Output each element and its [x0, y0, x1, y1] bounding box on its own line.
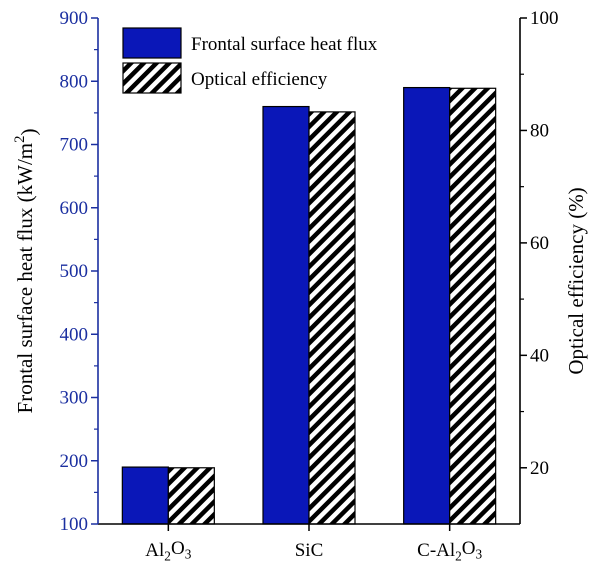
- y-left-tick-label: 100: [60, 514, 89, 535]
- bar-optical-efficiency: [308, 111, 356, 525]
- legend-swatch-heat-flux: [122, 27, 182, 59]
- y-right-tick-label: 60: [530, 233, 549, 254]
- y-left-axis-title: Frontal surface heat flux (kW/m2​): [12, 129, 41, 414]
- labels-layer: Al2​O3​ SiC C-Al2​O3​ 100 200 300 400 500 600 700…: [12, 8, 588, 564]
- legend: Frontal surface heat flux Optical efficie…: [122, 27, 378, 94]
- y-left-tick-label: 700: [60, 135, 89, 156]
- y-left-tick-label: 400: [60, 324, 89, 345]
- y-left-tick-label: 500: [60, 261, 89, 282]
- bar-heat-flux: [262, 105, 310, 525]
- y-right-tick-label: 40: [530, 345, 549, 366]
- y-right-tick-label: 80: [530, 120, 549, 141]
- bar-heat-flux: [403, 86, 451, 525]
- bar-optical-efficiency: [449, 87, 497, 525]
- y-right-axis-title: Optical efficiency (%): [564, 187, 588, 374]
- bars-layer: [121, 86, 497, 525]
- y-left-tick-label: 600: [60, 198, 89, 219]
- legend-swatch-optical-efficiency: [122, 62, 182, 94]
- y-right-tick-label: 100: [530, 8, 559, 29]
- x-tick-label: C-Al2​O3​: [417, 538, 482, 564]
- y-left-tick-label: 800: [60, 71, 89, 92]
- bar-optical-efficiency: [167, 467, 215, 525]
- x-tick-label: Al2​O3​: [145, 538, 191, 564]
- x-tick-label: SiC: [295, 540, 324, 561]
- y-left-tick-label: 900: [60, 8, 89, 29]
- y-left-tick-label: 300: [60, 388, 89, 409]
- axes-layer: [91, 17, 527, 531]
- legend-label-heat-flux: Frontal surface heat flux: [191, 34, 378, 55]
- y-left-tick-label: 200: [60, 451, 89, 472]
- bar-heat-flux: [121, 466, 169, 525]
- y-right-tick-label: 20: [530, 458, 549, 479]
- legend-label-optical-efficiency: Optical efficiency: [191, 69, 328, 90]
